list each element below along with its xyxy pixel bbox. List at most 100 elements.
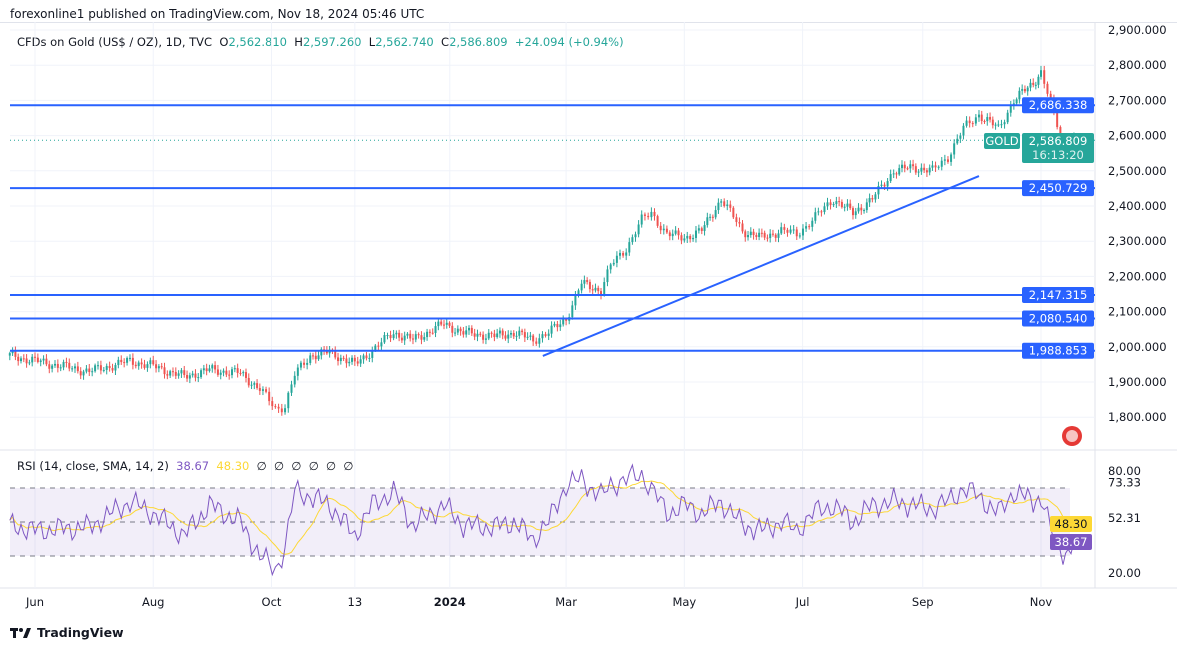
candle-body [222,370,225,373]
tradingview-logo[interactable]: TradingView [10,625,124,640]
candle-body [694,230,697,238]
candle-body [726,204,729,207]
candle-body [577,290,580,295]
candle-body [744,231,747,238]
candle-body [428,331,431,333]
candle-body [261,389,264,391]
candle-body [312,355,315,357]
rsi-sma-line [9,480,1064,555]
change-value: +24.094 (+0.94%) [514,35,624,49]
candle-body [111,368,114,371]
candle-body [535,341,538,344]
candle-body [849,203,852,209]
candle-body [826,202,829,207]
candle-body [274,406,277,408]
candle-body [692,237,695,240]
candle-body [662,228,665,231]
candle-body [82,371,85,376]
candle-body [325,350,328,354]
candle-body [183,370,186,375]
candle-body [108,365,111,369]
candle-body [510,333,513,335]
candle-body [117,359,120,366]
price-tick-label: 2,200.000 [1108,269,1167,283]
candle-body [423,337,426,340]
candle-body [374,345,377,351]
candle-body [923,167,926,171]
candle-body [146,364,149,368]
candle-body [851,208,854,216]
rsi-sma-value: 48.30 [216,459,250,473]
price-tick-label: 2,500.000 [1108,164,1167,178]
candle-body [303,362,306,365]
candle-body [1009,105,1012,113]
candle-body [1043,70,1046,84]
candle-body [934,165,937,168]
candle-body [892,173,895,175]
candle-body [437,321,440,327]
high-value: 2,597.260 [302,35,362,49]
candle-body [523,332,526,338]
candle-body [749,231,752,236]
candle-body [386,335,389,337]
candle-body [643,214,646,216]
candle-body [659,225,662,231]
candle-body [487,332,490,339]
candle-body [417,334,420,336]
candle-body [191,373,194,376]
candle-body [889,174,892,182]
candle-body [777,233,780,238]
candle-body [612,262,615,265]
candle-body [48,364,51,369]
candle-body [606,269,609,283]
time-tick-label: Oct [262,595,282,609]
candle-body [526,336,529,338]
candle-body [88,368,91,373]
level-price-label: 2,686.338 [1029,98,1088,112]
ticker-tag: GOLD [984,133,1020,149]
empty-value: ∅ [274,459,285,473]
candle-body [1029,82,1032,88]
candle-body [656,216,659,226]
candle-body [120,359,123,363]
candle-body [541,334,544,339]
candle-body [456,328,459,333]
candle-body [239,372,242,374]
candle-body [723,201,726,207]
price-tick-label: 2,400.000 [1108,199,1167,213]
time-tick-label: Nov [1030,595,1053,609]
candle-body [459,328,462,332]
candle-body [137,362,140,367]
candle-body [359,359,362,364]
candle-body [989,117,992,120]
candle-body [353,357,356,362]
candle-body [1059,127,1062,138]
symbol-name[interactable]: CFDs on Gold (US$ / OZ), 1D, TVC [17,35,213,49]
candle-body [792,229,795,231]
candle-body [14,351,17,357]
candle-body [789,229,792,233]
candle-body [628,242,631,253]
empty-value: ∅ [343,459,354,473]
candle-body [871,198,874,200]
candle-body [968,120,971,124]
candle-body [940,160,943,167]
candle-body [798,235,801,237]
candle-body [345,358,348,364]
candle-body [342,357,345,359]
candle-body [1046,83,1049,94]
candle-body [296,367,299,376]
rsi-name[interactable]: RSI (14, close, SMA, 14, 2) [17,459,169,473]
candle-body [943,159,946,161]
candle-body [700,228,703,231]
candle-body [574,294,577,306]
candle-body [634,234,637,238]
candle-body [219,372,222,375]
rsi-tag: 38.67 [1050,534,1092,550]
candle-body [1003,122,1006,125]
candle-body [389,335,392,339]
candle-body [39,360,42,363]
level-price-label: 2,080.540 [1029,311,1088,325]
candle-body [650,211,653,218]
